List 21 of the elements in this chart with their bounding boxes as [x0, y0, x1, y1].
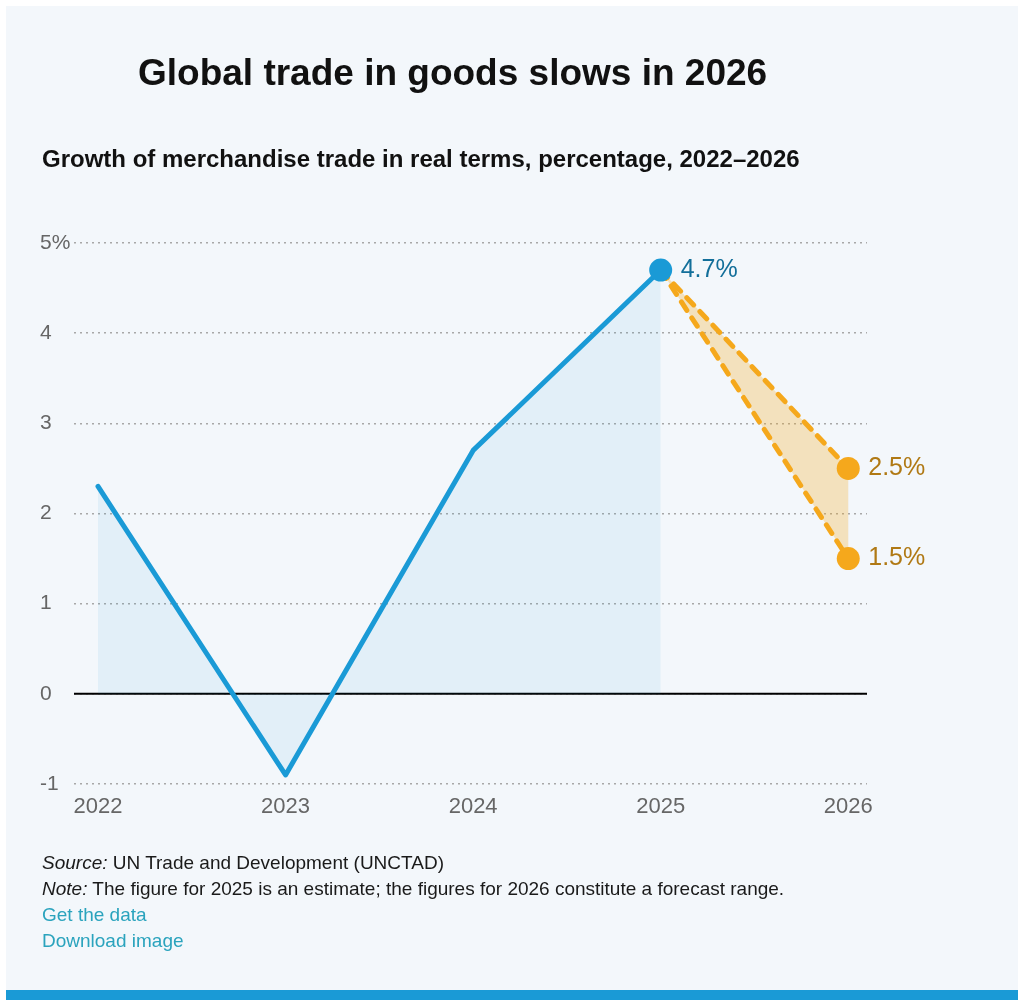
y-tick-label: 4 [40, 319, 52, 343]
text: Get the data [42, 903, 148, 927]
x-tick-label: 2023 [261, 793, 311, 819]
x-tick-label: 2025 [636, 793, 686, 819]
source-note: Source: UN Trade and Development (UNCTAD) [42, 851, 445, 875]
y-tick-label: 1 [40, 590, 52, 614]
x-tick-label: 2022 [73, 793, 123, 819]
data-label: 2.5% [868, 452, 926, 481]
data-label: 4.7% [680, 253, 738, 282]
y-tick-label: 3 [40, 410, 52, 434]
chart-title: Global trade in goods slows in 2026 [138, 52, 768, 94]
text: Note: The figure for 2025 is an estimate; the figures for 2026 constitute a forecast range. [42, 877, 785, 901]
data-label: 1.5% [868, 542, 926, 571]
chart-subtitle: Growth of merchandise trade in real terms, percentage, 2022–2026 [42, 145, 800, 173]
text: Download image [42, 929, 185, 953]
y-tick-label: -1 [40, 770, 59, 794]
y-tick-label: 2 [40, 500, 52, 524]
y-tick-label: 5% [40, 229, 71, 253]
x-tick-label: 2026 [823, 793, 873, 819]
x-tick-label: 2024 [448, 793, 498, 819]
y-tick-label: 0 [40, 680, 52, 704]
